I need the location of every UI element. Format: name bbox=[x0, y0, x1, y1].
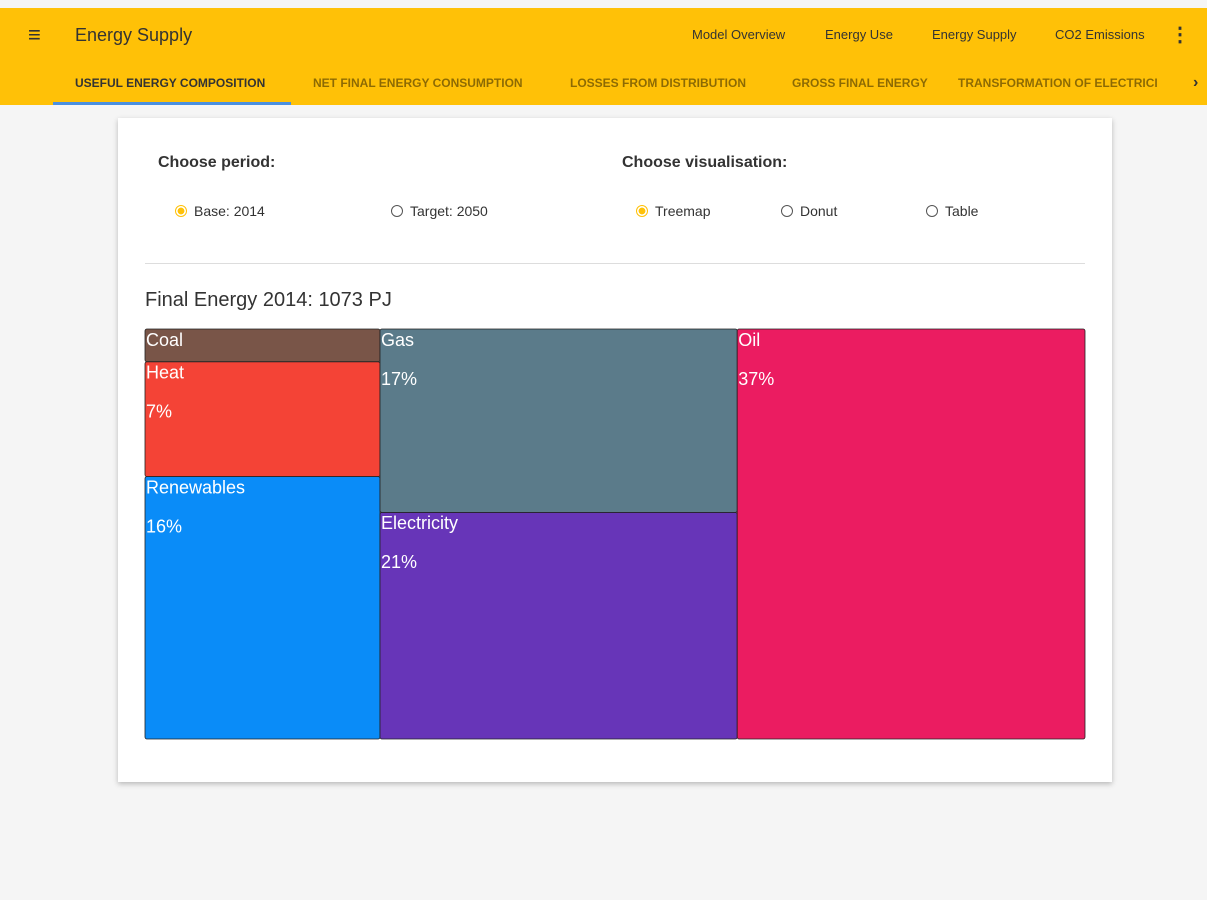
control-label: Choose visualisation: bbox=[622, 154, 788, 171]
menu-icon[interactable]: ≡ bbox=[28, 22, 41, 47]
tab[interactable]: GROSS FINAL ENERGY bbox=[792, 76, 928, 90]
radio-label[interactable]: Donut bbox=[800, 203, 838, 219]
chart-title: Final Energy 2014: 1073 PJ bbox=[145, 289, 392, 311]
radio-label[interactable]: Base: 2014 bbox=[194, 203, 265, 219]
app-bar bbox=[0, 8, 1207, 105]
radio[interactable] bbox=[781, 205, 793, 217]
tab[interactable]: USEFUL ENERGY COMPOSITION bbox=[75, 76, 266, 90]
cell-label: Electricity bbox=[381, 513, 458, 533]
cell-value-label: 21% bbox=[381, 552, 417, 572]
tab[interactable]: NET FINAL ENERGY CONSUMPTION bbox=[313, 76, 523, 90]
divider bbox=[145, 263, 1085, 264]
treemap-cell bbox=[736, 328, 1086, 740]
treemap: Coal Heat 7% Renewables 16% Gas 17% Electricity… bbox=[144, 328, 1086, 740]
radio-label[interactable]: Target: 2050 bbox=[410, 203, 488, 219]
tab[interactable]: LOSSES FROM DISTRIBUTION bbox=[570, 76, 747, 90]
tab[interactable]: TRANSFORMATION OF ELECTRICI bbox=[958, 76, 1158, 90]
treemap-cell bbox=[379, 512, 738, 740]
cell-label: Heat bbox=[146, 363, 184, 383]
control-label: Choose period: bbox=[158, 154, 276, 171]
cell-label: Coal bbox=[146, 330, 183, 350]
app-title: Energy Supply bbox=[75, 25, 193, 45]
radio-label[interactable]: Treemap bbox=[655, 203, 711, 219]
tab-scroll-arrow[interactable]: › bbox=[1193, 74, 1199, 91]
radio[interactable] bbox=[175, 205, 187, 217]
cell-value-label: 7% bbox=[146, 402, 172, 422]
cell-label: Renewables bbox=[146, 477, 245, 497]
radio[interactable] bbox=[926, 205, 938, 217]
cell-value-label: 17% bbox=[381, 369, 417, 389]
radio[interactable] bbox=[391, 205, 403, 217]
cell-value-label: 16% bbox=[146, 516, 182, 536]
radio-label[interactable]: Table bbox=[945, 203, 979, 219]
cell-label: Oil bbox=[738, 330, 760, 350]
radio[interactable] bbox=[636, 205, 648, 217]
nav-link[interactable]: Energy Use bbox=[825, 27, 893, 42]
tab-indicator bbox=[53, 102, 291, 105]
cell-label: Gas bbox=[381, 330, 414, 350]
nav-link[interactable]: Model Overview bbox=[692, 27, 786, 42]
nav-link[interactable]: CO2 Emissions bbox=[1055, 27, 1145, 42]
treemap-cell bbox=[379, 328, 738, 513]
more-icon[interactable]: ⋮ bbox=[1170, 24, 1190, 46]
cell-value-label: 37% bbox=[738, 369, 774, 389]
nav-link[interactable]: Energy Supply bbox=[932, 27, 1017, 42]
